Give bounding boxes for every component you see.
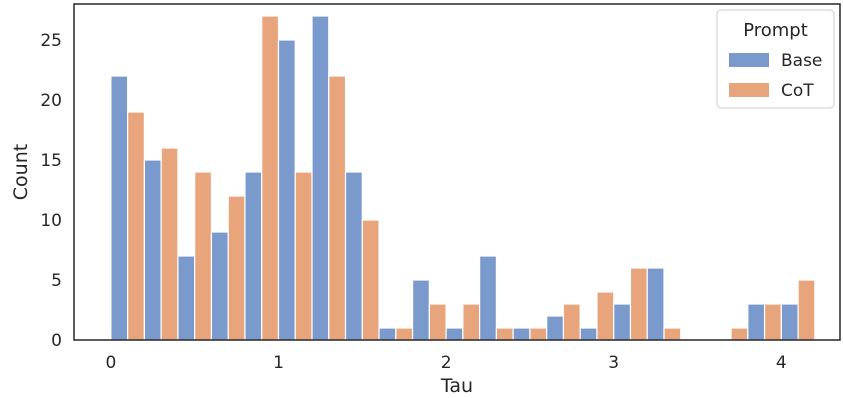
x-tick-label: 0 [105, 353, 116, 373]
bar-cot-20 [797, 279, 816, 341]
bar-cot-0 [127, 111, 145, 341]
legend: Prompt Base CoT [716, 9, 835, 109]
bar-cot-19 [763, 303, 782, 341]
bar-base-13 [546, 315, 565, 341]
bar-cot-14 [596, 291, 615, 341]
x-tick-label: 1 [273, 353, 284, 373]
bar-cot-10 [462, 303, 481, 341]
legend-swatch-base [729, 53, 769, 67]
bar-cot-1 [160, 147, 179, 341]
bar-base-20 [780, 303, 799, 341]
bar-cot-3 [227, 195, 246, 341]
bar-base-5 [277, 39, 296, 341]
bar-cot-5 [294, 171, 313, 341]
bar-base-11 [479, 255, 497, 341]
bar-cot-6 [328, 75, 347, 341]
plot-frame [73, 3, 841, 341]
bar-base-8 [378, 327, 397, 341]
bar-base-16 [646, 267, 665, 341]
bar-base-6 [311, 15, 330, 341]
bars-group [110, 15, 816, 341]
legend-title: Prompt [743, 20, 808, 41]
bar-cot-13 [562, 303, 581, 341]
bar-base-1 [143, 159, 162, 341]
bar-base-4 [244, 171, 263, 341]
y-tick-label: 25 [40, 31, 62, 51]
bar-base-10 [445, 327, 464, 341]
bar-cot-11 [495, 327, 514, 341]
x-tick-label: 3 [608, 353, 619, 373]
y-tick-label: 20 [40, 91, 62, 111]
y-axis-ticks: 0 5 10 15 20 25 [40, 31, 62, 351]
bar-cot-8 [395, 327, 414, 341]
x-tick-label: 2 [441, 353, 452, 373]
y-tick-label: 5 [51, 271, 62, 291]
bar-cot-7 [361, 219, 380, 341]
bar-cot-18 [730, 327, 749, 341]
bar-base-15 [613, 303, 632, 341]
y-axis-label: Count [10, 144, 32, 200]
x-axis-label: Tau [440, 375, 473, 397]
bar-cot-15 [629, 267, 648, 341]
bar-base-7 [344, 171, 363, 341]
bar-cot-12 [529, 327, 548, 341]
legend-swatch-cot [729, 83, 769, 97]
bar-base-0 [110, 75, 129, 341]
bar-cot-16 [663, 327, 682, 341]
bar-base-19 [747, 303, 766, 341]
y-tick-label: 15 [40, 151, 62, 171]
bar-cot-9 [428, 303, 447, 341]
x-tick-label: 4 [776, 353, 787, 373]
bar-base-2 [177, 255, 196, 341]
bar-base-3 [210, 231, 229, 341]
x-axis-ticks: 0 1 2 3 4 [105, 353, 786, 373]
bar-base-14 [579, 327, 598, 341]
bar-base-12 [512, 327, 531, 341]
bar-cot-2 [194, 171, 213, 341]
legend-label-cot: CoT [781, 81, 814, 101]
legend-label-base: Base [781, 51, 822, 71]
y-tick-label: 0 [51, 331, 62, 351]
bar-cot-4 [261, 15, 280, 341]
bar-base-9 [411, 279, 430, 341]
y-tick-label: 10 [40, 211, 62, 231]
